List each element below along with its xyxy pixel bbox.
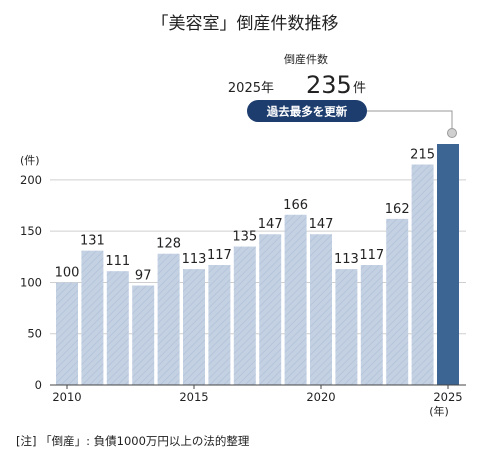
bar-value-label: 113 <box>334 252 359 267</box>
highlight-value: 235 <box>306 71 352 99</box>
bar <box>56 282 78 385</box>
highlight-badge-text: 過去最多を更新 <box>266 105 348 119</box>
bar-value-label: 147 <box>258 217 283 232</box>
bar <box>411 164 434 385</box>
bar-value-label: 117 <box>359 248 384 263</box>
bar-value-label: 215 <box>410 148 435 163</box>
highlight-badge-bg <box>247 100 367 122</box>
bar-value-label: 135 <box>232 230 257 245</box>
bar <box>157 253 180 385</box>
x-axis: (年) 2010 2015 2020 2025 <box>52 385 463 418</box>
bar-value-label: 111 <box>105 254 130 269</box>
x-tick-label: 2015 <box>179 390 208 404</box>
bar-value-label: 113 <box>182 252 207 267</box>
highlight-year: 2025年 <box>228 81 274 96</box>
highlight-badge: 過去最多を更新 <box>247 100 367 122</box>
bar-value-label: 166 <box>283 198 308 213</box>
bar <box>132 285 155 385</box>
highlight-connector <box>367 110 453 130</box>
bar-value-label: 128 <box>156 237 181 252</box>
bar <box>310 234 332 385</box>
y-axis-label: (件) <box>20 154 40 167</box>
x-tick-label: 2010 <box>52 390 81 404</box>
bar-value-label: 147 <box>309 217 334 232</box>
bar-highlight <box>437 144 459 385</box>
x-tick-label: 2025 <box>433 390 462 404</box>
bars <box>56 144 459 385</box>
bar <box>335 269 358 385</box>
bar <box>259 234 282 385</box>
bar-value-label: 100 <box>55 265 80 280</box>
bar <box>208 265 231 385</box>
y-axis: (件) 0 50 100 150 200 <box>20 154 42 392</box>
highlight-label: 倒産件数 <box>284 53 328 66</box>
bar <box>81 250 104 385</box>
bar <box>360 265 383 385</box>
y-tick-label: 0 <box>35 378 42 392</box>
highlight-unit: 件 <box>353 81 366 96</box>
bar-value-label: 131 <box>80 234 105 249</box>
y-tick-label: 150 <box>20 224 42 238</box>
highlight-marker <box>447 128 457 138</box>
bar <box>233 246 256 385</box>
x-tick-label: 2020 <box>306 390 335 404</box>
y-tick-label: 200 <box>20 173 42 187</box>
bar-value-label: 162 <box>385 202 410 217</box>
x-axis-label: (年) <box>429 404 449 418</box>
bar-value-label: 97 <box>135 269 152 284</box>
bar-value-label: 117 <box>207 248 232 263</box>
bar <box>106 271 129 385</box>
chart-title: 「美容室」倒産件数推移 <box>152 14 339 34</box>
bar <box>284 214 307 385</box>
bar <box>386 218 409 385</box>
y-tick-label: 100 <box>20 275 42 289</box>
y-tick-label: 50 <box>27 327 42 341</box>
highlight-figure: 2025年 235 件 <box>228 71 366 99</box>
bar <box>183 269 205 385</box>
footnote: [注] 「倒産」: 負債1000万円以上の法的整理 <box>16 434 250 448</box>
